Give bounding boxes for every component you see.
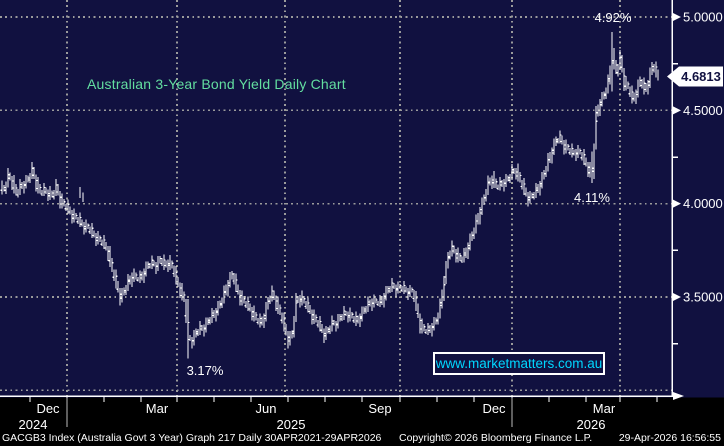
last-price-value: 4.6813 — [681, 69, 721, 84]
footer-bar: GACGB3 Index (Australia Govt 3 Year) Gra… — [0, 431, 724, 446]
x-axis-month-label: Dec — [482, 401, 506, 416]
x-axis-month-label: Mar — [146, 401, 169, 416]
y-axis-label: 5.0000 — [683, 10, 723, 25]
security-description: GACGB3 Index (Australia Govt 3 Year) Gra… — [2, 432, 382, 444]
high-annotation: 4.92% — [595, 10, 632, 25]
y-axis-label: 4.5000 — [683, 103, 723, 118]
dip-annotation: 4.11% — [574, 190, 610, 205]
y-axis-label: 4.0000 — [683, 196, 723, 211]
x-axis: Dec Mar Jun Sep Dec Mar 2024 2025 2026 — [0, 392, 684, 432]
watermark-link[interactable]: www.marketmatters.com.au — [433, 352, 605, 375]
x-axis-month-label: Sep — [368, 401, 391, 416]
y-axis-label: 3.5000 — [683, 290, 723, 305]
x-axis-year-label: 2026 — [577, 417, 606, 432]
watermark-text: www.marketmatters.com.au — [435, 356, 603, 371]
last-price-badge: 4.6813 — [667, 66, 723, 87]
y-axis: 5.0000 4.5000 4.0000 3.5000 — [671, 0, 723, 397]
annotations: 4.92% 4.11% 3.17% — [187, 10, 632, 378]
footer-background — [0, 397, 724, 446]
low-annotation: 3.17% — [187, 363, 224, 378]
x-axis-year-label: 2024 — [19, 417, 48, 432]
chart-title: Australian 3-Year Bond Yield Daily Chart — [87, 76, 346, 92]
price-bars — [0, 47, 658, 349]
gridlines — [0, 0, 672, 396]
x-axis-month-label: Mar — [593, 401, 616, 416]
extreme-bars — [79, 31, 659, 359]
timestamp: 29-Apr-2026 16:56:55 — [618, 432, 721, 444]
x-axis-month-label: Jun — [256, 401, 277, 416]
x-axis-year-label: 2025 — [277, 417, 306, 432]
x-axis-month-label: Dec — [36, 401, 60, 416]
copyright-notice: Copyright© 2026 Bloomberg Finance L.P. — [399, 432, 593, 444]
